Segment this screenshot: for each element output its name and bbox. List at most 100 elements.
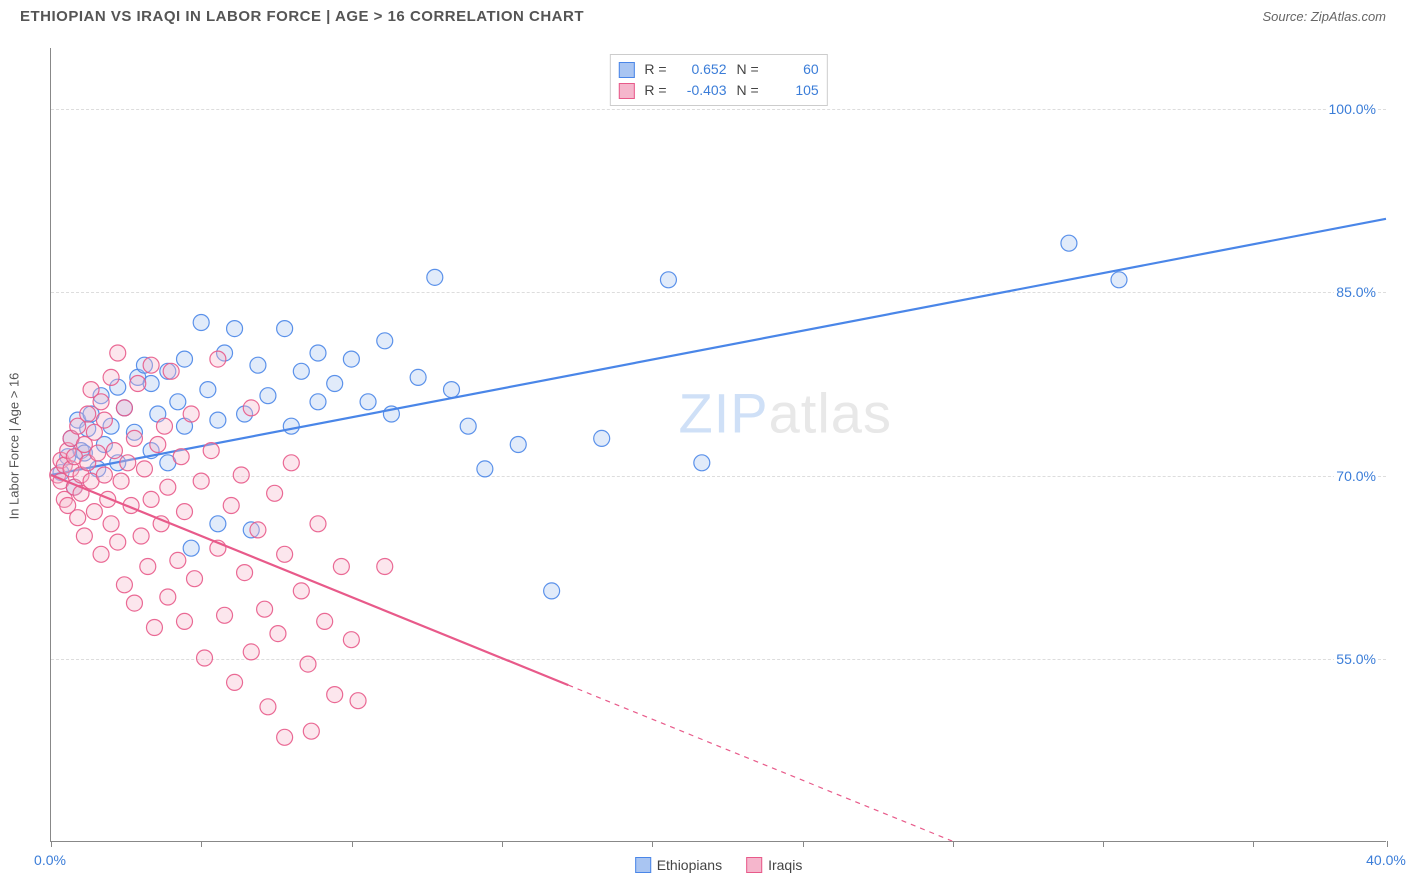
y-axis-label: In Labor Force | Age > 16 (7, 373, 22, 520)
legend-swatch (618, 62, 634, 78)
data-point (120, 455, 136, 471)
data-point (130, 376, 146, 392)
data-point (113, 473, 129, 489)
data-point (310, 516, 326, 532)
stats-row: R =0.652N =60 (618, 59, 818, 80)
data-point (223, 498, 239, 514)
data-point (310, 345, 326, 361)
data-point (156, 418, 172, 434)
data-point (270, 626, 286, 642)
stat-r-value: -0.403 (677, 80, 727, 101)
data-point (110, 534, 126, 550)
data-point (227, 321, 243, 337)
data-point (1111, 272, 1127, 288)
chart-title: ETHIOPIAN VS IRAQI IN LABOR FORCE | AGE … (20, 8, 584, 25)
stat-n-value: 60 (769, 59, 819, 80)
data-point (444, 382, 460, 398)
legend-item: Ethiopians (635, 857, 722, 873)
data-point (93, 394, 109, 410)
data-point (327, 376, 343, 392)
data-point (103, 369, 119, 385)
data-point (200, 382, 216, 398)
data-point (93, 546, 109, 562)
data-point (1061, 235, 1077, 251)
data-point (193, 473, 209, 489)
data-point (80, 406, 96, 422)
data-point (86, 504, 102, 520)
data-point (126, 430, 142, 446)
data-point (126, 595, 142, 611)
data-point (694, 455, 710, 471)
stat-r-label: R = (644, 80, 666, 101)
data-point (136, 461, 152, 477)
data-point (260, 699, 276, 715)
stat-r-label: R = (644, 59, 666, 80)
data-point (360, 394, 376, 410)
data-point (177, 504, 193, 520)
data-point (133, 528, 149, 544)
plot-svg (51, 48, 1386, 841)
stats-row: R =-0.403N =105 (618, 80, 818, 101)
data-point (103, 516, 119, 532)
chart-source: Source: ZipAtlas.com (1262, 9, 1386, 24)
data-point (237, 565, 253, 581)
data-point (410, 369, 426, 385)
x-tick-label: 0.0% (34, 852, 66, 868)
regression-line-dashed (568, 685, 952, 841)
data-point (243, 644, 259, 660)
bottom-legend: Ethiopians Iraqis (635, 857, 803, 873)
data-point (210, 412, 226, 428)
data-point (267, 485, 283, 501)
data-point (283, 418, 299, 434)
data-point (96, 412, 112, 428)
stats-legend-box: R =0.652N =60R =-0.403N =105 (609, 54, 827, 106)
data-point (193, 315, 209, 331)
data-point (227, 674, 243, 690)
data-point (660, 272, 676, 288)
data-point (197, 650, 213, 666)
data-point (283, 455, 299, 471)
data-point (300, 656, 316, 672)
data-point (177, 351, 193, 367)
data-point (173, 449, 189, 465)
data-point (203, 443, 219, 459)
data-point (310, 394, 326, 410)
data-point (343, 351, 359, 367)
data-point (143, 357, 159, 373)
data-point (343, 632, 359, 648)
data-point (106, 443, 122, 459)
legend-label: Iraqis (768, 857, 802, 873)
stat-r-value: 0.652 (677, 59, 727, 80)
data-point (477, 461, 493, 477)
data-point (293, 363, 309, 379)
data-point (257, 601, 273, 617)
data-point (260, 388, 276, 404)
legend-label: Ethiopians (657, 857, 722, 873)
data-point (187, 571, 203, 587)
data-point (303, 723, 319, 739)
data-point (217, 607, 233, 623)
data-point (96, 467, 112, 483)
data-point (76, 528, 92, 544)
data-point (460, 418, 476, 434)
data-point (160, 479, 176, 495)
data-point (163, 363, 179, 379)
data-point (233, 467, 249, 483)
data-point (317, 613, 333, 629)
data-point (183, 540, 199, 556)
data-point (210, 351, 226, 367)
data-point (140, 559, 156, 575)
data-point (333, 559, 349, 575)
data-point (210, 516, 226, 532)
data-point (243, 400, 259, 416)
data-point (110, 345, 126, 361)
data-point (250, 522, 266, 538)
data-point (116, 400, 132, 416)
data-point (170, 552, 186, 568)
legend-item: Iraqis (746, 857, 802, 873)
data-point (150, 437, 166, 453)
data-point (116, 577, 132, 593)
stat-n-label: N = (737, 80, 759, 101)
data-point (143, 491, 159, 507)
chart-area: ZIPatlas 55.0%70.0%85.0%100.0% R =0.652N… (50, 48, 1386, 842)
